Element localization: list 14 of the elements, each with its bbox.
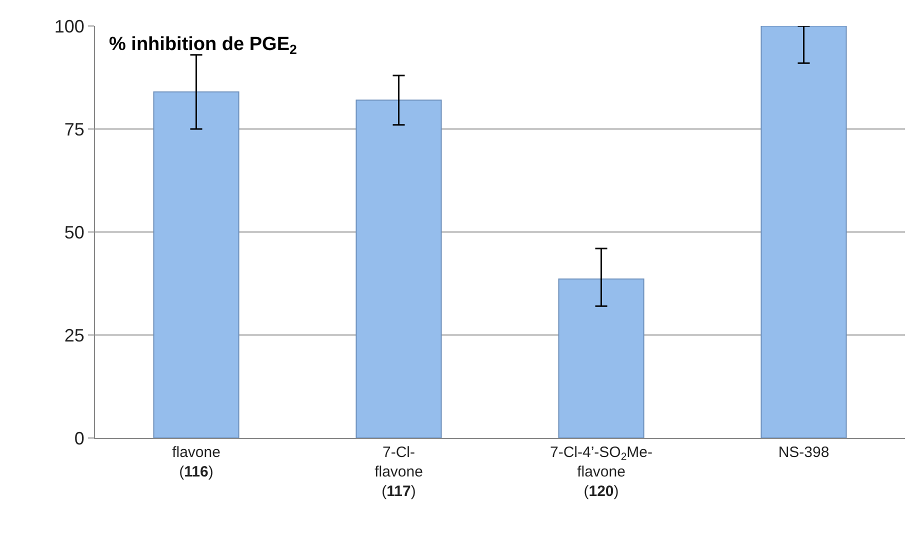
x-tick-label: 7-Cl-4’-SO$_{2}$Me- flavone (120) [550,444,653,500]
bar [356,100,442,438]
y-tick-label: 0 [74,428,84,448]
x-tick-label: flavone (116) [172,444,220,480]
y-tick-label: 25 [64,325,84,346]
bar [153,91,240,438]
x-tick-label: NS-398 [778,444,830,461]
text: % inhibition de PGE$_{2}$ [109,34,297,57]
bar [760,26,847,438]
x-tick-label: 7-Cl- flavone (117) [374,444,423,500]
y-tick-label: 100 [54,16,84,36]
bar [558,278,644,438]
y-tick-label: 75 [64,119,84,140]
y-tick-label: 50 [64,222,84,242]
